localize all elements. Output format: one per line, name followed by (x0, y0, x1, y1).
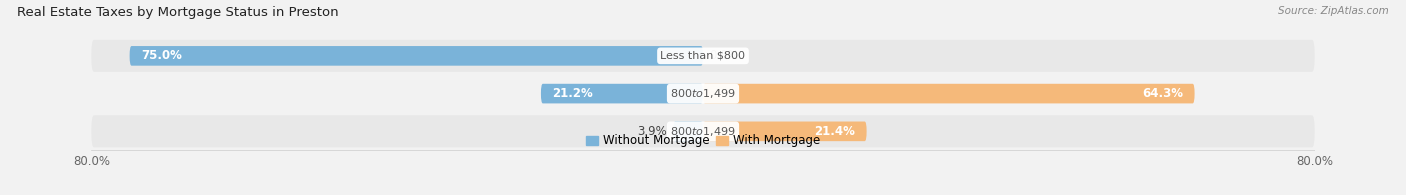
Text: 21.4%: 21.4% (814, 125, 855, 138)
Text: Less than $800: Less than $800 (661, 51, 745, 61)
FancyBboxPatch shape (703, 84, 1195, 103)
FancyBboxPatch shape (91, 115, 1315, 147)
Text: 75.0%: 75.0% (141, 49, 181, 62)
FancyBboxPatch shape (673, 121, 703, 141)
FancyBboxPatch shape (91, 78, 1315, 110)
Text: $800 to $1,499: $800 to $1,499 (671, 87, 735, 100)
Text: 0.0%: 0.0% (709, 49, 738, 62)
Text: $800 to $1,499: $800 to $1,499 (671, 125, 735, 138)
Text: 21.2%: 21.2% (553, 87, 593, 100)
Text: Real Estate Taxes by Mortgage Status in Preston: Real Estate Taxes by Mortgage Status in … (17, 6, 339, 19)
FancyBboxPatch shape (703, 121, 866, 141)
Text: Source: ZipAtlas.com: Source: ZipAtlas.com (1278, 6, 1389, 16)
FancyBboxPatch shape (541, 84, 703, 103)
Legend: Without Mortgage, With Mortgage: Without Mortgage, With Mortgage (581, 130, 825, 152)
FancyBboxPatch shape (129, 46, 703, 66)
FancyBboxPatch shape (91, 40, 1315, 72)
Text: 3.9%: 3.9% (637, 125, 666, 138)
Text: 64.3%: 64.3% (1142, 87, 1182, 100)
